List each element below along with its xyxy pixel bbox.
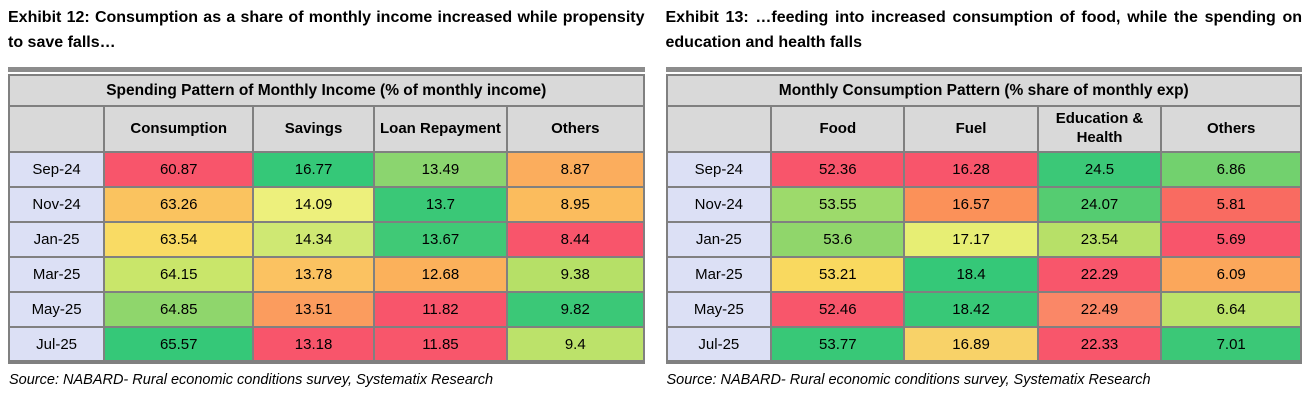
value-cell: 6.86 [1160, 151, 1302, 188]
consumption-pattern-table: Monthly Consumption Pattern (% share of … [665, 74, 1302, 364]
value-cell: 13.18 [252, 326, 375, 363]
value-cell: 5.81 [1160, 186, 1302, 223]
column-header: Education & Health [1036, 105, 1163, 153]
value-cell: 16.77 [252, 151, 375, 188]
value-cell: 6.64 [1160, 291, 1302, 328]
value-cell: 60.87 [103, 151, 255, 188]
value-cell: 17.17 [903, 221, 1039, 258]
value-cell: 9.4 [506, 326, 645, 363]
table-row: Jan-25 53.6 17.17 23.54 5.69 [665, 221, 1302, 258]
value-cell: 16.57 [903, 186, 1039, 223]
row-label: May-25 [665, 291, 773, 328]
corner-cell [665, 105, 773, 153]
table-row: Nov-24 63.26 14.09 13.7 8.95 [7, 186, 645, 223]
value-cell: 8.44 [506, 221, 645, 258]
value-cell: 13.49 [372, 151, 509, 188]
value-cell: 22.49 [1036, 291, 1163, 328]
value-cell: 6.09 [1160, 256, 1302, 293]
value-cell: 64.85 [103, 291, 255, 328]
value-cell: 13.78 [252, 256, 375, 293]
column-header: Others [506, 105, 645, 153]
column-header: Food [770, 105, 906, 153]
value-cell: 9.38 [506, 256, 645, 293]
exhibit-12-title: Exhibit 12: Consumption as a share of mo… [8, 9, 645, 51]
table-row: May-25 64.85 13.51 11.82 9.82 [7, 291, 645, 328]
table-row: Jul-25 53.77 16.89 22.33 7.01 [665, 326, 1302, 363]
value-cell: 13.51 [252, 291, 375, 328]
value-cell: 5.69 [1160, 221, 1302, 258]
row-label: Nov-24 [7, 186, 106, 223]
value-cell: 7.01 [1160, 326, 1302, 363]
value-cell: 52.46 [770, 291, 906, 328]
value-cell: 11.82 [372, 291, 509, 328]
column-header: Consumption [103, 105, 255, 153]
value-cell: 63.26 [103, 186, 255, 223]
row-label: Mar-25 [665, 256, 773, 293]
row-label: Jan-25 [665, 221, 773, 258]
value-cell: 53.77 [770, 326, 906, 363]
value-cell: 14.09 [252, 186, 375, 223]
table-row: Jul-25 65.57 13.18 11.85 9.4 [7, 326, 645, 363]
value-cell: 13.7 [372, 186, 509, 223]
table-top-border [8, 67, 645, 72]
value-cell: 12.68 [372, 256, 509, 293]
value-cell: 64.15 [103, 256, 255, 293]
exhibit-13-panel: Exhibit 13: …feeding into increased cons… [665, 4, 1303, 401]
row-label: Sep-24 [7, 151, 106, 188]
value-cell: 22.33 [1036, 326, 1163, 363]
row-label: Jan-25 [7, 221, 106, 258]
value-cell: 63.54 [103, 221, 255, 258]
table-row: Sep-24 52.36 16.28 24.5 6.86 [665, 151, 1302, 188]
table-row: Mar-25 53.21 18.4 22.29 6.09 [665, 256, 1302, 293]
value-cell: 53.21 [770, 256, 906, 293]
value-cell: 8.87 [506, 151, 645, 188]
value-cell: 14.34 [252, 221, 375, 258]
value-cell: 18.4 [903, 256, 1039, 293]
table-title: Monthly Consumption Pattern (% share of … [665, 74, 1302, 107]
column-header: Fuel [903, 105, 1039, 153]
value-cell: 13.67 [372, 221, 509, 258]
spending-pattern-table: Spending Pattern of Monthly Income (% of… [7, 74, 645, 364]
value-cell: 24.5 [1036, 151, 1163, 188]
source-note: Source: NABARD- Rural economic condition… [9, 372, 494, 388]
row-label: Jul-25 [665, 326, 773, 363]
column-header: Savings [252, 105, 375, 153]
value-cell: 16.89 [903, 326, 1039, 363]
value-cell: 18.42 [903, 291, 1039, 328]
value-cell: 9.82 [506, 291, 645, 328]
exhibit-12-panel: Exhibit 12: Consumption as a share of mo… [7, 4, 645, 401]
value-cell: 23.54 [1036, 221, 1163, 258]
exhibit-13-title: Exhibit 13: …feeding into increased cons… [665, 9, 1303, 51]
value-cell: 65.57 [103, 326, 255, 363]
table-row: Mar-25 64.15 13.78 12.68 9.38 [7, 256, 645, 293]
source-note: Source: NABARD- Rural economic condition… [666, 372, 1151, 388]
table-row: May-25 52.46 18.42 22.49 6.64 [665, 291, 1302, 328]
column-header: Loan Repayment [372, 105, 509, 153]
column-header: Others [1160, 105, 1302, 153]
table-title: Spending Pattern of Monthly Income (% of… [8, 74, 645, 107]
row-label: Nov-24 [665, 186, 773, 223]
value-cell: 11.85 [372, 326, 509, 363]
value-cell: 52.36 [770, 151, 906, 188]
table-row: Sep-24 60.87 16.77 13.49 8.87 [7, 151, 645, 188]
value-cell: 24.07 [1036, 186, 1163, 223]
table-row: Jan-25 63.54 14.34 13.67 8.44 [7, 221, 645, 258]
table-row: Nov-24 53.55 16.57 24.07 5.81 [665, 186, 1302, 223]
table-top-border [665, 67, 1302, 72]
value-cell: 22.29 [1036, 256, 1163, 293]
row-label: Jul-25 [7, 326, 106, 363]
value-cell: 53.55 [770, 186, 906, 223]
row-label: May-25 [7, 291, 106, 328]
row-label: Sep-24 [665, 151, 773, 188]
value-cell: 53.6 [770, 221, 906, 258]
row-label: Mar-25 [7, 256, 106, 293]
value-cell: 8.95 [506, 186, 645, 223]
corner-cell [7, 105, 106, 153]
value-cell: 16.28 [903, 151, 1039, 188]
